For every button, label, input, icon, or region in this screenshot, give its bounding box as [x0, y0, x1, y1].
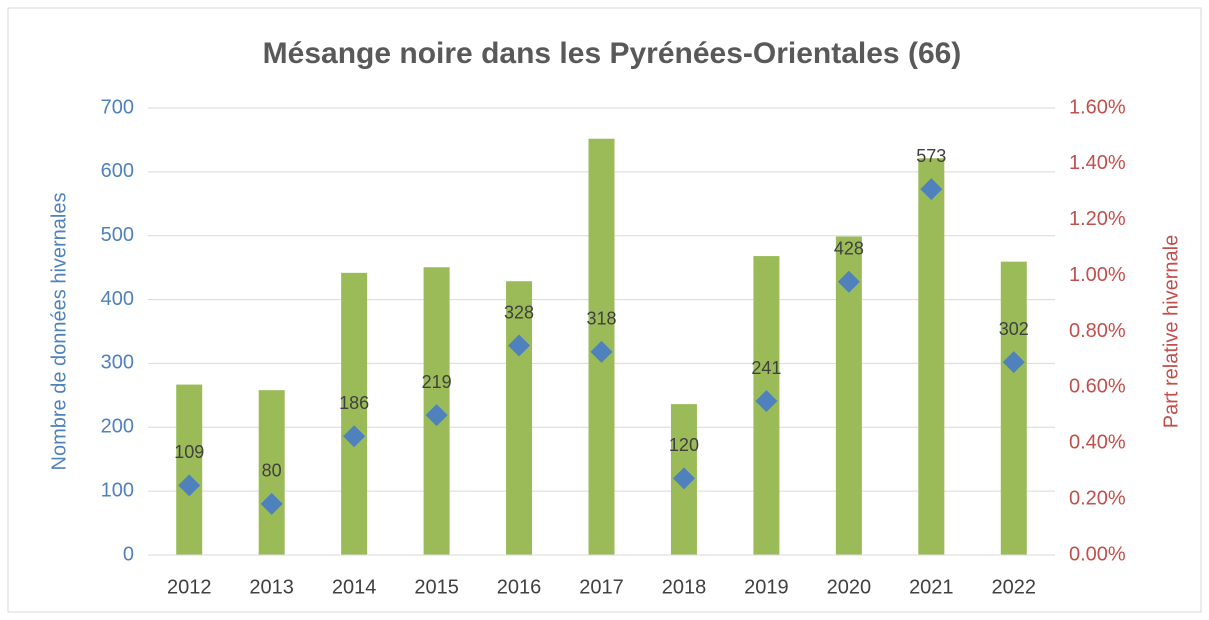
y-tick-label: 0	[123, 543, 134, 565]
y-tick-label: 600	[101, 160, 134, 182]
diamond-marker	[755, 390, 778, 413]
diamond-marker	[178, 474, 201, 497]
chart-title: Mésange noire dans les Pyrénées-Oriental…	[263, 37, 962, 70]
x-tick-label: 2014	[332, 576, 377, 598]
bar	[176, 384, 203, 555]
x-tick-label: 2018	[662, 576, 707, 598]
diamond-marker	[508, 334, 531, 357]
data-label: 120	[669, 435, 699, 455]
diamond-marker	[672, 467, 695, 490]
y-tick-label: 300	[101, 352, 134, 374]
x-tick-label: 2015	[414, 576, 459, 598]
y2-tick-label: 1.60%	[1069, 96, 1126, 118]
y-tick-label: 100	[101, 479, 134, 501]
x-tick-label: 2020	[827, 576, 872, 598]
y2-tick-label: 0.40%	[1069, 432, 1126, 454]
bar	[1000, 261, 1027, 555]
x-tick-label: 2013	[249, 576, 294, 598]
y2-tick-label: 0.00%	[1069, 543, 1126, 565]
x-tick-label: 2016	[497, 576, 542, 598]
y2-tick-label: 1.00%	[1069, 264, 1126, 286]
y-axis-title: Nombre de données hivernales	[48, 193, 70, 471]
x-tick-label: 2021	[909, 576, 954, 598]
bar	[341, 272, 368, 555]
x-tick-label: 2022	[992, 576, 1037, 598]
data-label: 318	[586, 309, 616, 329]
bar	[506, 281, 533, 555]
bar	[918, 158, 945, 555]
bar	[258, 390, 285, 555]
y-tick-label: 200	[101, 416, 134, 438]
diamond-marker	[343, 425, 366, 448]
y2-tick-label: 1.20%	[1069, 208, 1126, 230]
y2-tick-label: 0.20%	[1069, 487, 1126, 509]
x-tick-label: 2017	[579, 576, 624, 598]
data-label: 109	[174, 442, 204, 462]
data-label: 219	[422, 372, 452, 392]
y-tick-label: 500	[101, 224, 134, 246]
y-tick-label: 400	[101, 288, 134, 310]
data-label: 186	[339, 393, 369, 413]
y2-axis-title: Part relative hivernale	[1160, 235, 1182, 428]
diamond-marker	[920, 178, 943, 201]
x-tick-label: 2012	[167, 576, 212, 598]
diamond-marker	[1002, 351, 1025, 374]
y2-tick-label: 0.60%	[1069, 376, 1126, 398]
diamond-marker	[260, 492, 283, 515]
diamond-marker	[425, 404, 448, 427]
x-tick-label: 2019	[744, 576, 789, 598]
diamond-marker	[590, 340, 613, 363]
y2-tick-label: 1.40%	[1069, 152, 1126, 174]
data-label: 573	[916, 146, 946, 166]
y-tick-label: 700	[101, 96, 134, 118]
diamond-marker	[837, 270, 860, 293]
data-label: 80	[262, 461, 282, 481]
data-label: 241	[751, 358, 781, 378]
y2-tick-label: 0.80%	[1069, 320, 1126, 342]
data-label: 302	[999, 319, 1029, 339]
data-label: 328	[504, 302, 534, 322]
data-label: 428	[834, 238, 864, 258]
